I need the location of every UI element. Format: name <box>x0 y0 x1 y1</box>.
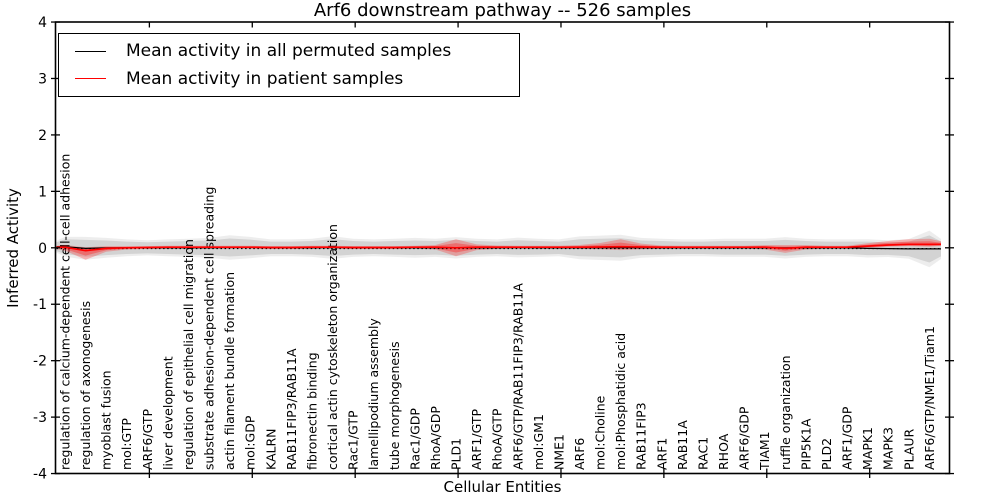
category-label: mol:Phosphatidic acid <box>613 333 628 470</box>
y-tick-labels: -4 -3 -2 -1 0 1 2 3 4 <box>33 15 47 483</box>
category-label: RhoA/GDP <box>428 406 443 470</box>
category-label: mol:GTP <box>119 418 134 470</box>
category-label: mol:Choline <box>593 395 608 470</box>
category-label: fibronectin binding <box>304 352 319 470</box>
category-label: KALRN <box>263 428 278 470</box>
category-label: ARF1 <box>654 438 669 470</box>
chart-title: Arf6 downstream pathway -- 526 samples <box>313 0 692 21</box>
legend-box: Mean activity in all permuted samples Me… <box>58 33 520 97</box>
category-label: cortical actin cytoskeleton organization <box>325 224 340 470</box>
category-label: TIAM1 <box>757 431 772 471</box>
y-tick-label: 3 <box>38 71 47 87</box>
category-label: NME1 <box>551 434 566 470</box>
y-tick-label: -1 <box>33 297 47 313</box>
y-tick-label: -3 <box>33 410 47 426</box>
legend-label-patient: Mean activity in patient samples <box>126 68 404 89</box>
category-label: RhoA/GTP <box>490 408 505 470</box>
y-tick-label: 2 <box>38 128 47 144</box>
category-label: PLD2 <box>819 438 834 470</box>
category-label: RAB11FIP3 <box>634 402 649 470</box>
category-label: liver development <box>160 356 175 470</box>
category-label: tube morphogenesis <box>387 341 402 470</box>
category-label: ruffle organization <box>778 355 793 470</box>
patient-line-swatch <box>75 78 106 80</box>
legend-label-permuted: Mean activity in all permuted samples <box>126 41 452 62</box>
category-label: PLD1 <box>449 438 464 470</box>
category-label: mol:GM1 <box>531 414 546 470</box>
category-label: ARF1/GDP <box>840 406 855 470</box>
x-axis-label: Cellular Entities <box>443 478 562 496</box>
category-label: ARF6/GTP/RAB11FIP3/RAB11A <box>510 283 525 470</box>
category-label: RAB11FIP3/RAB11A <box>284 348 299 470</box>
category-label: RHOA <box>716 433 731 470</box>
category-label: myoblast fusion <box>99 370 114 470</box>
category-label: substrate adhesion-dependent cell spread… <box>202 187 217 470</box>
category-label: ARF6/GTP <box>140 409 155 470</box>
category-label: mol:GDP <box>243 415 258 470</box>
x-category-labels: regulation of calcium-dependent cell-cel… <box>58 154 937 471</box>
category-label: Rac1/GTP <box>346 410 361 470</box>
category-label: MAPK3 <box>881 427 896 470</box>
legend-item-patient: Mean activity in patient samples <box>59 69 519 89</box>
category-label: ARF6/GTP/NME1/Tiam1 <box>922 326 937 470</box>
category-label: ARF1/GTP <box>469 409 484 470</box>
category-label: lamellipodium assembly <box>366 318 381 470</box>
y-tick-label: -4 <box>33 467 47 483</box>
category-label: ARF6 <box>572 438 587 470</box>
axes-frame <box>51 21 954 478</box>
legend-item-permuted: Mean activity in all permuted samples <box>59 41 519 61</box>
y-tick-label: 0 <box>38 241 47 257</box>
category-label: Rac1/GDP <box>407 408 422 470</box>
category-label: ARF6/GDP <box>737 406 752 470</box>
permuted-spread-band <box>56 230 941 268</box>
category-label: regulation of epithelial cell migration <box>181 239 196 470</box>
category-label: regulation of axonogenesis <box>78 301 93 470</box>
permuted-line-swatch <box>75 50 106 52</box>
category-label: MAPK1 <box>860 427 875 470</box>
category-label: PLAUR <box>901 429 916 470</box>
category-label: actin filament bundle formation <box>222 272 237 470</box>
y-tick-label: -2 <box>33 354 47 370</box>
y-tick-label: 4 <box>38 15 47 31</box>
y-tick-label: 1 <box>38 184 47 200</box>
category-label: RAB11A <box>675 420 690 470</box>
category-label: regulation of calcium-dependent cell-cel… <box>58 154 73 470</box>
patient-mean-line <box>56 243 941 252</box>
patient-spread-band <box>56 238 941 260</box>
category-label: PIP5K1A <box>798 418 813 470</box>
category-label: RAC1 <box>695 437 710 470</box>
